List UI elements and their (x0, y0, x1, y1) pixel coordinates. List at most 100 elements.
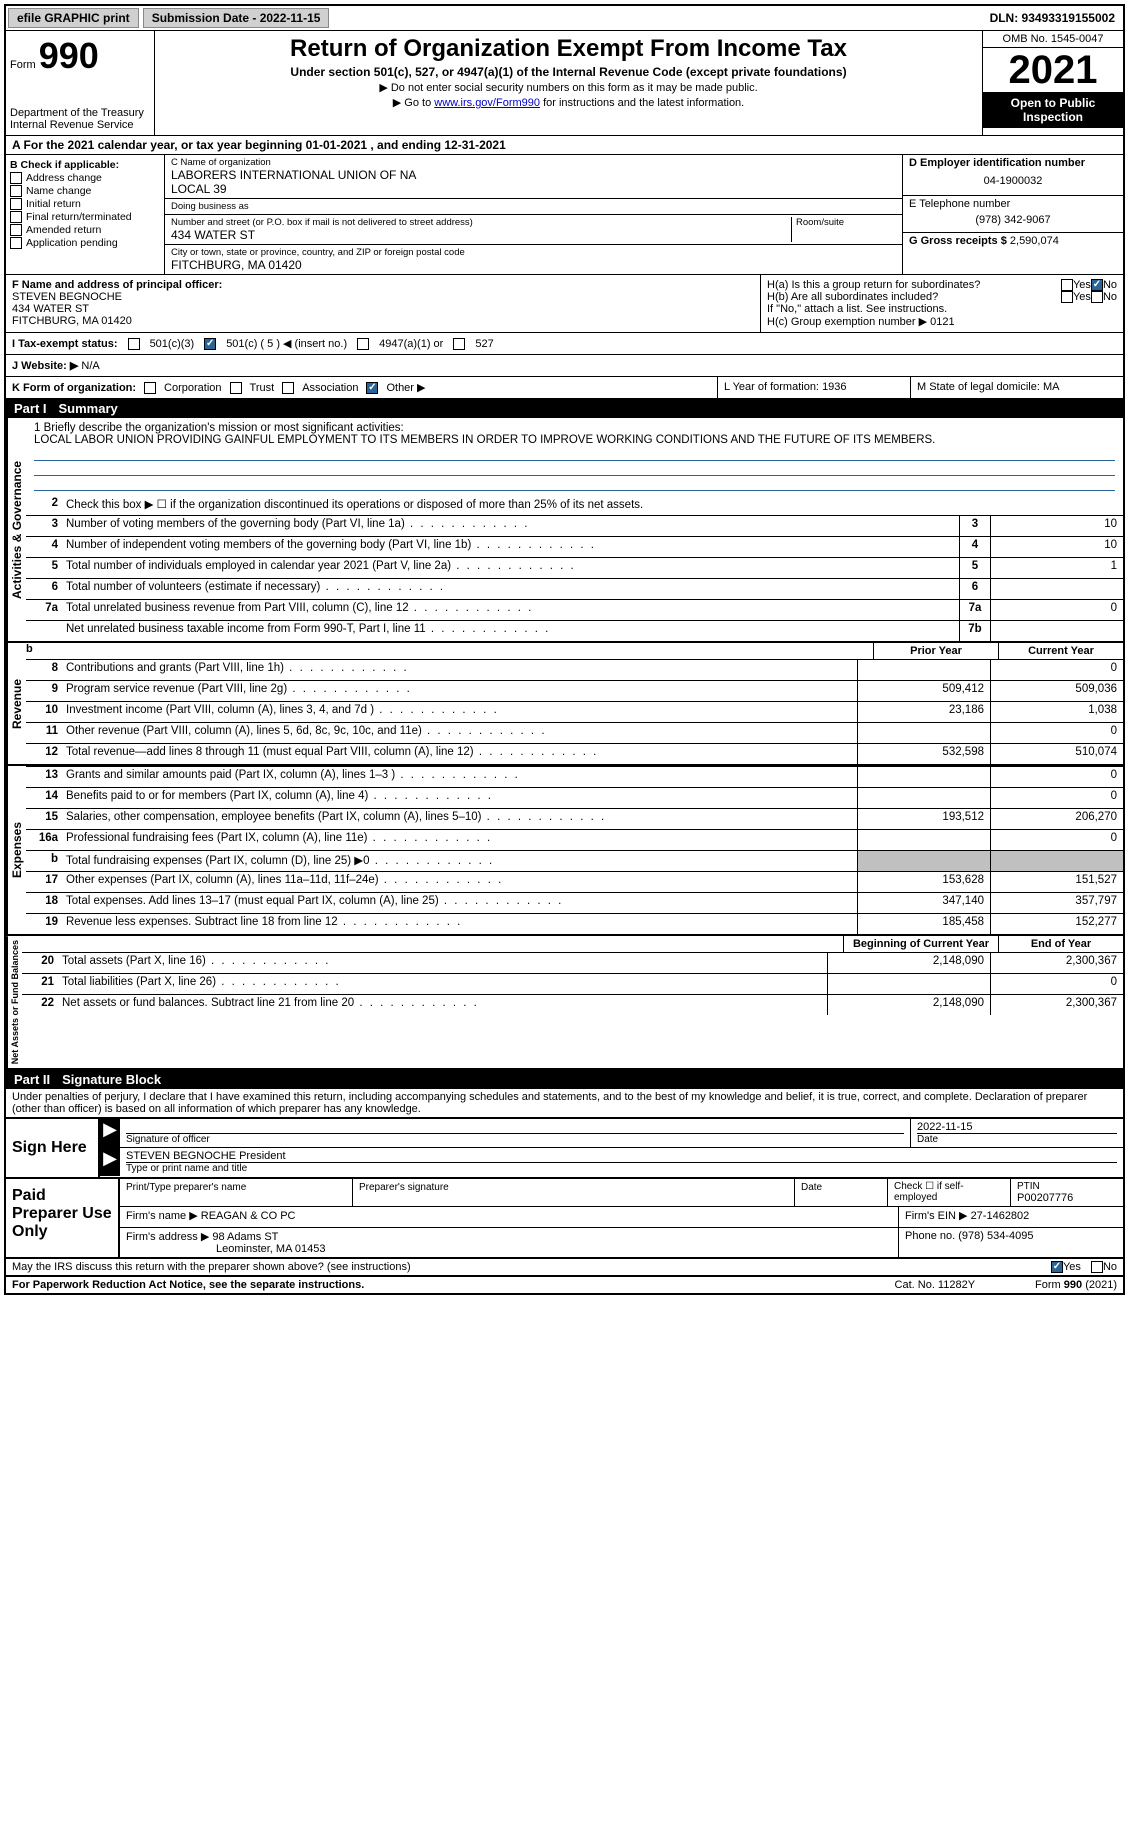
firm-phone-value: (978) 534-4095 (958, 1230, 1033, 1242)
net-content: Beginning of Current Year End of Year 20… (22, 936, 1123, 1068)
line-num: 5 (26, 558, 62, 578)
address-row: Number and street (or P.O. box if mail i… (165, 215, 902, 245)
line-num: 8 (26, 660, 62, 680)
expenses-block: Expenses 13 Grants and similar amounts p… (6, 766, 1123, 936)
part-ii-title: Signature Block (62, 1072, 161, 1087)
chk-4947[interactable] (357, 338, 369, 350)
chk-name-change[interactable]: Name change (10, 185, 160, 197)
street-cell: Number and street (or P.O. box if mail i… (171, 217, 791, 242)
line-num: 17 (26, 872, 62, 892)
current-value: 0 (990, 723, 1123, 743)
line-19: 19 Revenue less expenses. Subtract line … (26, 913, 1123, 934)
chk-501c[interactable]: ✓ (204, 338, 216, 350)
check-b-label: B Check if applicable: (10, 159, 160, 171)
open-to-public: Open to Public Inspection (983, 92, 1123, 128)
chk-501c3[interactable] (128, 338, 140, 350)
line-box: 6 (959, 579, 990, 599)
org-name-cell: C Name of organization LABORERS INTERNAT… (165, 155, 902, 199)
sig-name-cell: STEVEN BEGNOCHE President Type or print … (120, 1148, 1123, 1176)
line-text: Total fundraising expenses (Part IX, col… (62, 851, 857, 871)
current-value: 2,300,367 (990, 953, 1123, 973)
hdr-end: End of Year (998, 936, 1123, 952)
form-990-container: efile GRAPHIC print Submission Date - 20… (4, 4, 1125, 1295)
revenue-col-headers: b Prior Year Current Year (26, 643, 1123, 659)
prep-row-1: Print/Type preparer's name Preparer's si… (120, 1179, 1123, 1207)
chk-other[interactable]: ✓ (366, 382, 378, 394)
prior-value: 2,148,090 (827, 995, 990, 1015)
firm-city-value: Leominster, MA 01453 (126, 1243, 892, 1255)
chk-corp[interactable] (144, 382, 156, 394)
irs-link[interactable]: www.irs.gov/Form990 (434, 97, 540, 109)
current-value: 0 (990, 974, 1123, 994)
line-12: 12 Total revenue—add lines 8 through 11 … (26, 743, 1123, 764)
line-13: 13 Grants and similar amounts paid (Part… (26, 766, 1123, 787)
line-text: Professional fundraising fees (Part IX, … (62, 830, 857, 850)
l-label: L Year of formation: (724, 381, 819, 393)
prior-value (857, 767, 990, 787)
sig-name-value: STEVEN BEGNOCHE President (126, 1150, 1117, 1162)
chk-address-change[interactable]: Address change (10, 172, 160, 184)
header-left: Form 990 Department of the Treasury Inte… (6, 31, 155, 135)
current-value: 510,074 (990, 744, 1123, 764)
f-city: FITCHBURG, MA 01420 (12, 315, 754, 327)
chk-final-return[interactable]: Final return/terminated (10, 211, 160, 223)
current-value: 151,527 (990, 872, 1123, 892)
submission-date-button[interactable]: Submission Date - 2022-11-15 (143, 8, 330, 28)
irs-label: Internal Revenue Service (10, 119, 150, 131)
lbl-assoc: Association (302, 382, 358, 394)
line-text: Total number of volunteers (estimate if … (62, 579, 959, 599)
hb-no-chk[interactable] (1091, 291, 1103, 303)
prior-value (857, 830, 990, 850)
line-14: 14 Benefits paid to or for members (Part… (26, 787, 1123, 808)
ha-yes-chk[interactable] (1061, 279, 1073, 291)
website-row: J Website: ▶ N/A (6, 355, 1123, 377)
chk-initial-return[interactable]: Initial return (10, 198, 160, 210)
revenue-block: Revenue b Prior Year Current Year 8 Cont… (6, 643, 1123, 766)
line-8: 8 Contributions and grants (Part VIII, l… (26, 659, 1123, 680)
ha-no-chk[interactable]: ✓ (1091, 279, 1103, 291)
form-word: Form (10, 59, 36, 71)
chk-amended-return[interactable]: Amended return (10, 224, 160, 236)
line-num: 7a (26, 600, 62, 620)
note-pre: ▶ Go to (393, 97, 434, 109)
note-link: ▶ Go to www.irs.gov/Form990 for instruct… (165, 96, 972, 109)
firm-ein-label: Firm's EIN ▶ (905, 1210, 968, 1222)
discuss-yes-chk[interactable]: ✓ (1051, 1261, 1063, 1273)
current-value: 2,300,367 (990, 995, 1123, 1015)
m-value: MA (1043, 381, 1060, 393)
discuss-no-chk[interactable] (1091, 1261, 1103, 1273)
prior-value: 193,512 (857, 809, 990, 829)
mission-line (34, 476, 1115, 491)
net-col-headers: Beginning of Current Year End of Year (22, 936, 1123, 952)
dln-label: DLN: 93493319155002 (990, 11, 1123, 25)
arrow-icon: ▶ (100, 1119, 120, 1147)
chk-527[interactable] (453, 338, 465, 350)
line-10: 10 Investment income (Part VIII, column … (26, 701, 1123, 722)
line-text: Contributions and grants (Part VIII, lin… (62, 660, 857, 680)
line-value: 10 (990, 516, 1123, 536)
m-cell: M State of legal domicile: MA (911, 377, 1123, 398)
hc-row: H(c) Group exemption number ▶ 0121 (767, 315, 1117, 328)
chk-assoc[interactable] (282, 382, 294, 394)
org-name-label: C Name of organization (171, 157, 896, 168)
lbl-corp: Corporation (164, 382, 221, 394)
line-box: 7b (959, 621, 990, 641)
chk-trust[interactable] (230, 382, 242, 394)
line-text: Program service revenue (Part VIII, line… (62, 681, 857, 701)
line-num: 6 (26, 579, 62, 599)
lbl-other: Other ▶ (386, 381, 425, 394)
hb-yes-chk[interactable] (1061, 291, 1073, 303)
line-text: Net unrelated business taxable income fr… (62, 621, 959, 641)
discuss-text: May the IRS discuss this return with the… (12, 1261, 1051, 1273)
line-num: 10 (26, 702, 62, 722)
chk-application-pending[interactable]: Application pending (10, 237, 160, 249)
ein-label: D Employer identification number (909, 157, 1117, 169)
current-value: 152,277 (990, 914, 1123, 934)
preparer-right: Print/Type preparer's name Preparer's si… (120, 1179, 1123, 1257)
k-label: K Form of organization: (12, 382, 136, 394)
preparer-block: Paid Preparer Use Only Print/Type prepar… (6, 1179, 1123, 1259)
line-2: 2 Check this box ▶ ☐ if the organization… (26, 495, 1123, 515)
line-text: Number of voting members of the governin… (62, 516, 959, 536)
firm-phone-cell: Phone no. (978) 534-4095 (899, 1228, 1123, 1257)
efile-print-button[interactable]: efile GRAPHIC print (8, 8, 139, 28)
